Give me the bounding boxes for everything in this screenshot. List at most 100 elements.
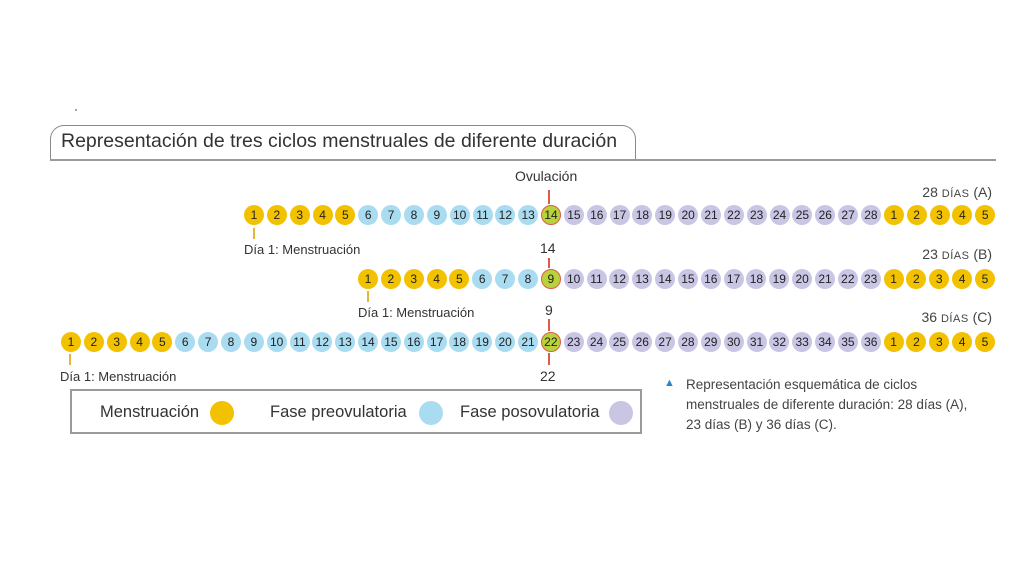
day-dot-b-21: 21	[815, 269, 835, 289]
day-dot-c-14: 14	[358, 332, 379, 352]
day-dot-a-3: 3	[289, 205, 310, 225]
day-dot-a-8: 8	[403, 205, 424, 225]
day-dot-b-27: 4	[952, 269, 973, 289]
day-dot-a-4: 4	[312, 205, 333, 225]
day-dot-b-14: 14	[655, 269, 676, 289]
day-dot-c-37: 1	[883, 332, 904, 352]
day-dot-c-38: 2	[906, 332, 927, 352]
day-dot-c-35: 35	[837, 332, 858, 352]
day-dot-b-7: 7	[495, 269, 516, 289]
day-dot-a-15: 15	[563, 205, 584, 225]
day-dot-c-17: 17	[426, 332, 447, 352]
day-dot-a-6: 6	[358, 205, 379, 225]
day-dot-c-13: 13	[335, 332, 356, 352]
day-dot-b-2: 2	[380, 269, 401, 289]
day-dot-c-29: 29	[700, 332, 721, 352]
ovulation-marker-top	[548, 190, 550, 204]
legend	[70, 389, 642, 434]
day-dot-c-30: 30	[723, 332, 744, 352]
day-dot-b-1: 1	[358, 269, 378, 289]
day-dot-a-9: 9	[426, 205, 447, 225]
day-dot-b-20: 20	[792, 269, 813, 289]
day-dot-c-11: 11	[289, 332, 310, 352]
legend-menstruation-swatch	[210, 401, 234, 425]
day-dot-b-12: 12	[609, 269, 630, 289]
cycle-b-letter: (B)	[973, 246, 992, 262]
day-dot-c-1: 1	[61, 332, 81, 352]
legend-postovulatory-label: Fase posovulatoria	[460, 403, 600, 421]
day-dot-b-5: 5	[449, 269, 470, 289]
day-dot-a-32: 4	[952, 205, 973, 225]
ovulation-label: Ovulación	[515, 168, 578, 184]
day-dot-a-29: 1	[883, 205, 904, 225]
day-dot-a-31: 3	[929, 205, 950, 225]
day-dot-b-13: 13	[632, 269, 653, 289]
cycle-c-label: 36 días (C)	[922, 309, 992, 325]
day-dot-a-10: 10	[449, 205, 470, 225]
day-dot-c-10: 10	[266, 332, 287, 352]
day-dot-c-26: 26	[632, 332, 653, 352]
day-dot-a-11: 11	[472, 205, 493, 225]
caption-triangle-icon: ▲	[664, 377, 675, 389]
day-dot-b-28: 5	[974, 269, 995, 289]
cycle-a-letter: (A)	[973, 184, 992, 200]
day-dot-c-2: 2	[83, 332, 104, 352]
day-dot-a-1: 1	[244, 205, 264, 225]
day-dot-c-16: 16	[403, 332, 424, 352]
day-dot-a-30: 2	[906, 205, 927, 225]
day-dot-c-6: 6	[175, 332, 196, 352]
day-dot-a-19: 19	[655, 205, 676, 225]
cycle-c-number: 36	[921, 309, 938, 325]
legend-preovulatory-swatch	[419, 401, 443, 425]
day-dot-c-5: 5	[152, 332, 173, 352]
cycle-c-start-tick	[69, 354, 71, 365]
day-dot-a-13: 13	[518, 205, 539, 225]
day-dot-b-17: 17	[723, 269, 744, 289]
day-dot-c-20: 20	[495, 332, 516, 352]
day-dot-c-19: 19	[472, 332, 493, 352]
day-dot-c-34: 34	[815, 332, 836, 352]
day-dot-c-33: 33	[792, 332, 813, 352]
cycle-b-ovulation-day: 9	[545, 302, 553, 318]
cycle-a-number: 28	[922, 184, 938, 200]
cycle-a-start-note: Día 1: Menstruación	[244, 242, 361, 257]
day-dot-a-18: 18	[632, 205, 653, 225]
day-dot-b-26: 3	[929, 269, 950, 289]
cycle-c-letter: (C)	[972, 309, 992, 325]
day-dot-b-11: 11	[586, 269, 607, 289]
cycle-a-start-tick	[253, 228, 255, 239]
day-dot-b-19: 19	[769, 269, 790, 289]
legend-postovulatory-swatch	[609, 401, 633, 425]
day-dot-c-39: 3	[929, 332, 950, 352]
cycle-a-unit: días	[941, 188, 970, 200]
cycle-b-number: 23	[922, 246, 938, 262]
cycle-a-label: 28 días (A)	[922, 184, 992, 200]
day-dot-b-15: 15	[677, 269, 698, 289]
day-dot-c-18: 18	[449, 332, 470, 352]
day-dot-c-27: 27	[655, 332, 676, 352]
day-dot-c-9: 9	[243, 332, 264, 352]
day-dot-a-33: 5	[975, 205, 996, 225]
day-dot-c-36: 36	[860, 332, 881, 352]
title-tab	[50, 125, 636, 159]
day-dot-c-24: 24	[586, 332, 607, 352]
day-dot-a-7: 7	[381, 205, 402, 225]
cycle-c-unit: días	[940, 313, 969, 325]
day-dot-b-24: 1	[883, 269, 904, 289]
cycle-b-label: 23 días (B)	[922, 246, 992, 262]
day-dot-c-31: 31	[746, 332, 767, 352]
day-dot-a-28: 28	[860, 205, 881, 225]
day-dot-c-8: 8	[220, 332, 241, 352]
legend-preovulatory-label: Fase preovulatoria	[270, 403, 407, 421]
day-dot-a-20: 20	[678, 205, 699, 225]
day-dot-a-26: 26	[815, 205, 836, 225]
day-dot-c-41: 5	[975, 332, 995, 352]
day-dot-b-9: 9	[540, 269, 561, 289]
cycle-a-ovulation-marker	[548, 258, 550, 268]
figure-title: Representación de tres ciclos menstruale…	[61, 130, 618, 152]
day-dot-a-5: 5	[335, 205, 356, 225]
day-dot-c-22: 22	[540, 332, 561, 352]
day-dot-b-22: 22	[837, 269, 858, 289]
day-dot-c-40: 4	[952, 332, 973, 352]
day-dot-c-23: 23	[563, 332, 584, 352]
